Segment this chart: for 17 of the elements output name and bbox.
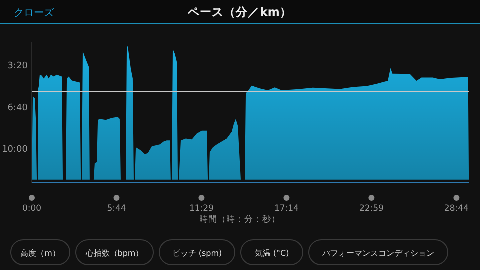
y-tick-label: 3:20: [8, 61, 28, 72]
text: クローズ: [14, 7, 55, 19]
pill-button: 気温 (°C): [240, 240, 304, 266]
pill-button: 心拍数（bpm）: [76, 240, 154, 266]
y-tick-label: 6:40: [8, 103, 28, 114]
x-tick-label: 0:00: [22, 204, 42, 214]
x-tick-label: 17:14: [274, 204, 299, 214]
x-tick-label: 28:44: [444, 204, 469, 214]
pill-button: パフォーマンスコンディション: [308, 240, 448, 266]
pill-button: ピッチ (spm): [159, 240, 236, 266]
chart-title: ペース（分／km）: [187, 5, 292, 19]
pill-button: 高度（m）: [10, 240, 70, 266]
x-tick-label: 5:44: [107, 204, 126, 214]
x-tick-label: 11:29: [189, 204, 214, 214]
x-axis-title: 時間（時：分：秒）: [200, 214, 280, 225]
y-tick-label: 10:00: [2, 145, 28, 156]
x-tick-label: 22:59: [359, 204, 384, 214]
